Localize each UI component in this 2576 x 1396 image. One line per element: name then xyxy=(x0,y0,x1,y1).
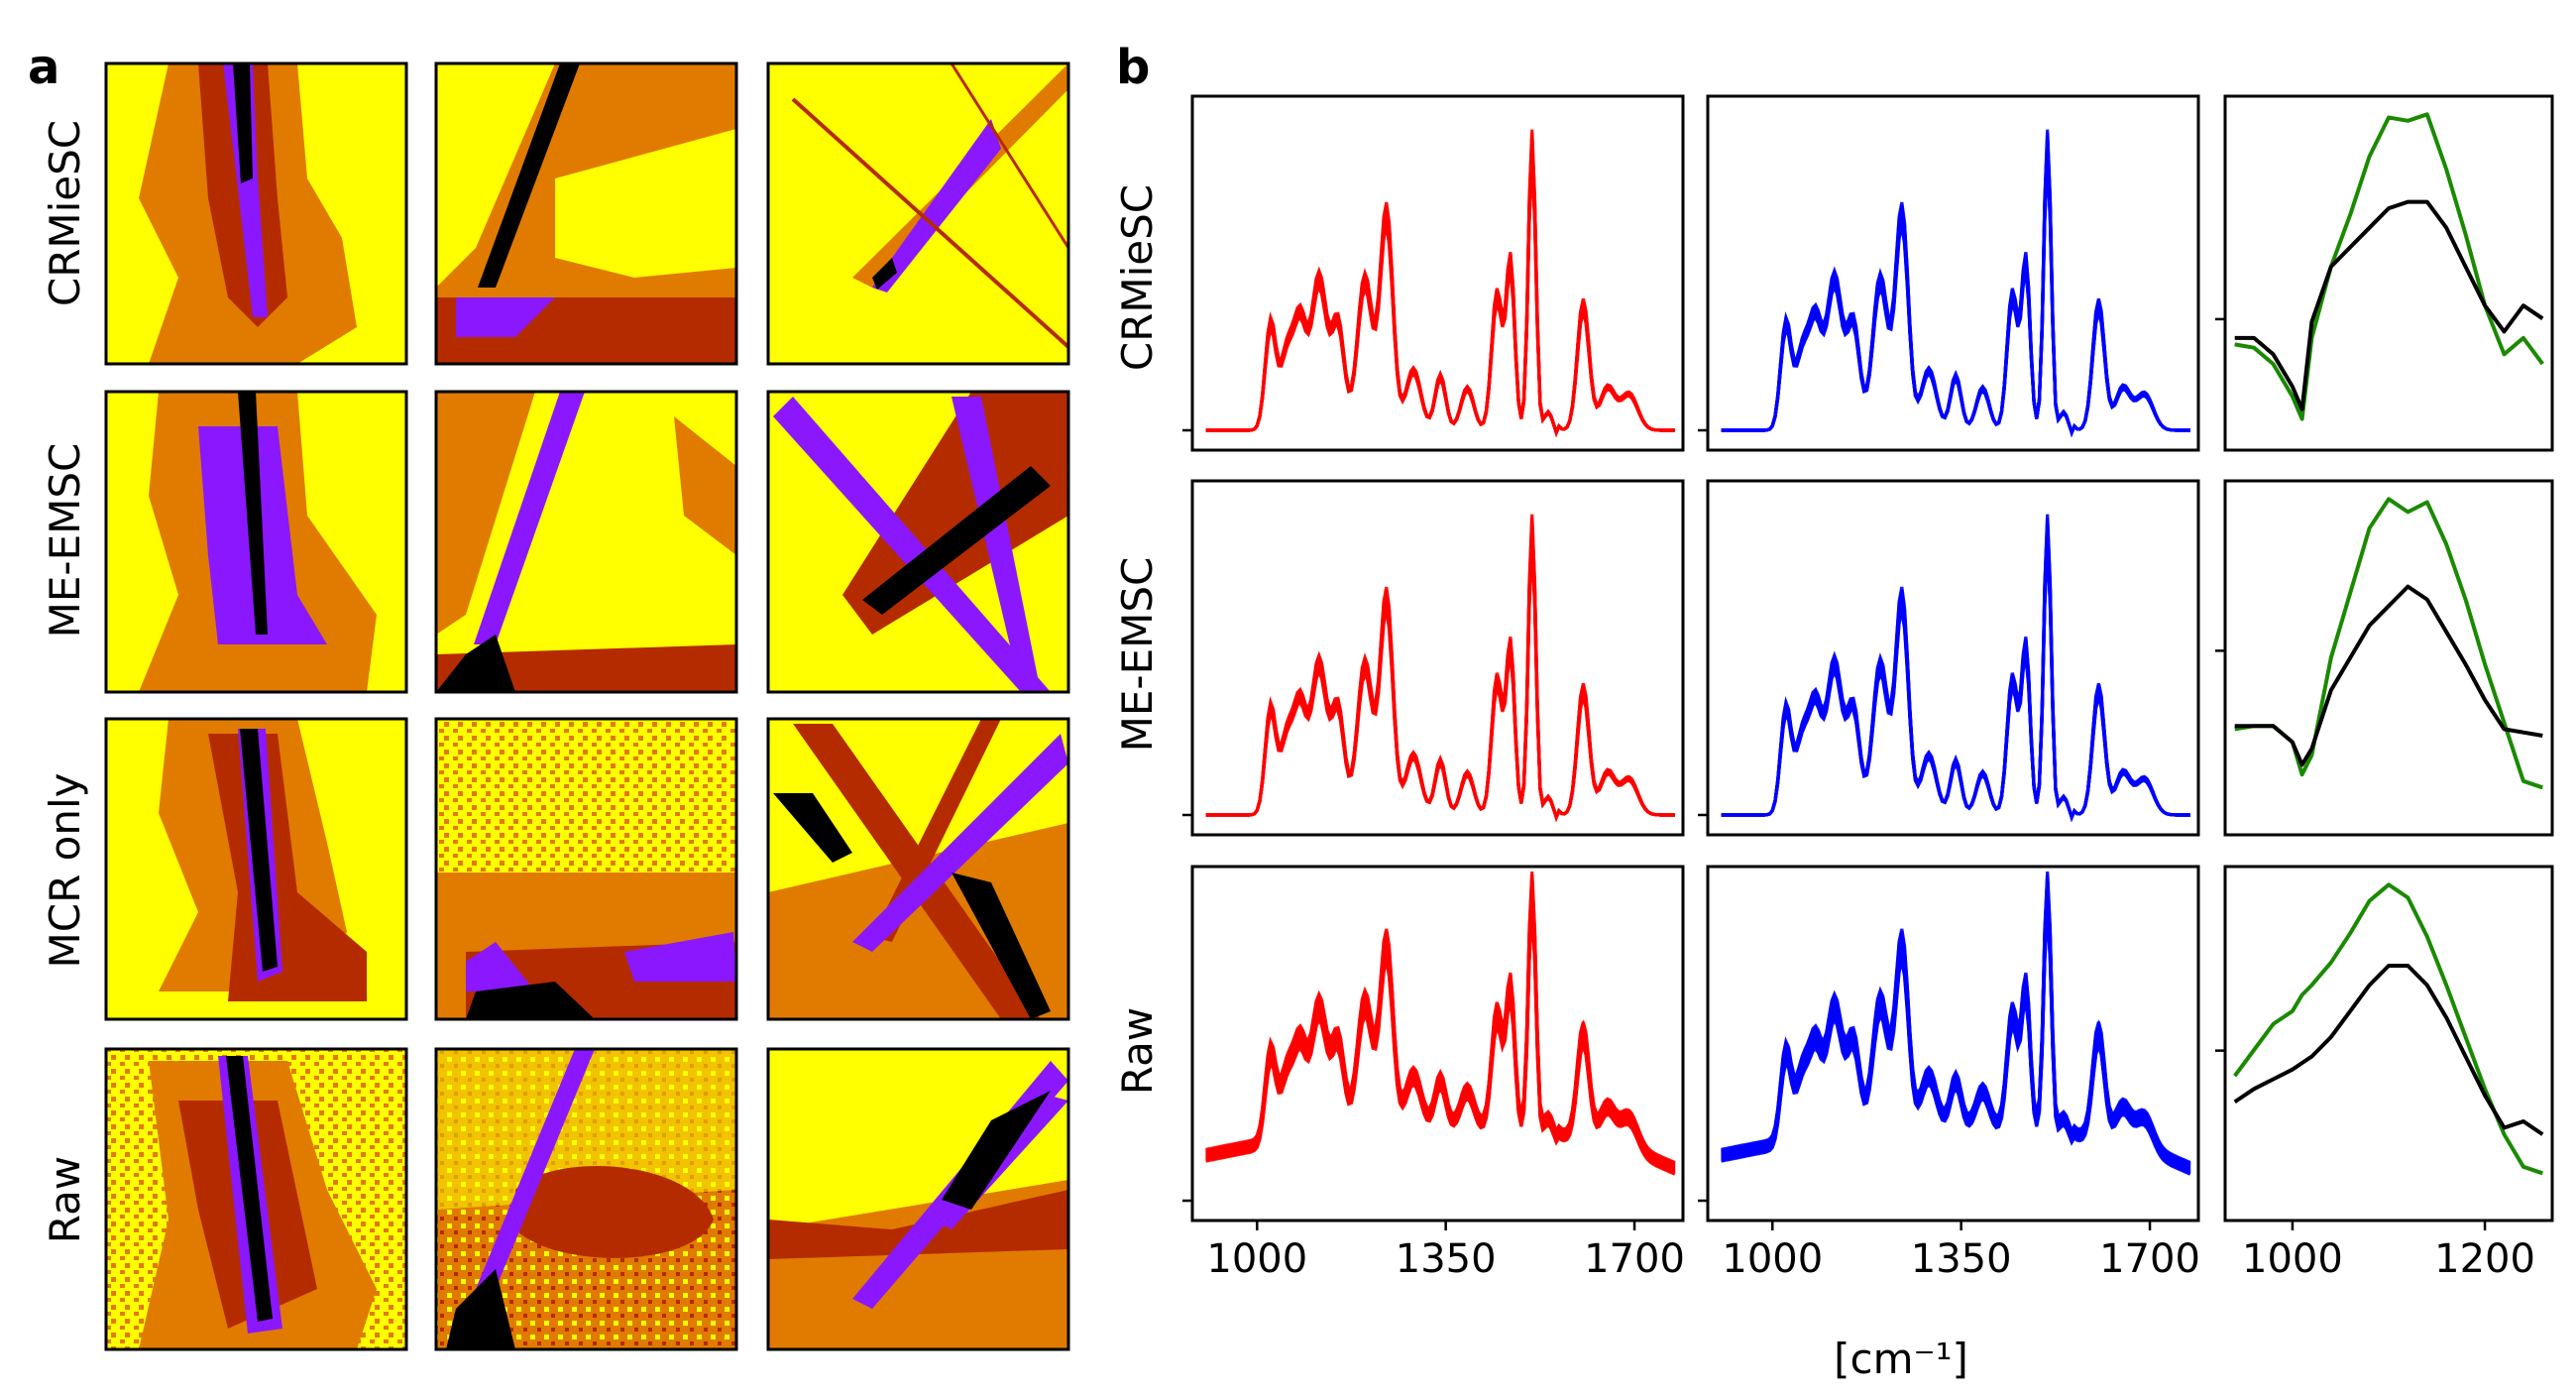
x-axis-label: [cm⁻¹] xyxy=(1834,1335,1968,1383)
map-raw-1 xyxy=(104,1047,408,1351)
spectra-panel-blue-row0 xyxy=(1698,94,2200,452)
x-tick-label: 1000 xyxy=(1206,1236,1307,1282)
spectrum-trace xyxy=(1721,897,2191,1173)
zoom-panel-row1 xyxy=(2215,479,2554,837)
spectrum-trace xyxy=(1205,909,1676,1176)
spectrum-trace xyxy=(1721,886,2191,1169)
plot-frame xyxy=(2223,865,2554,1222)
row-label-a-crmiesc: CRMieSC xyxy=(41,120,89,306)
spectrum-trace xyxy=(1721,909,2191,1176)
spectrum-trace xyxy=(1721,880,2191,1167)
panel-label-b: b xyxy=(1116,40,1150,95)
zoom-panel-row2: 1000 1200 xyxy=(2215,865,2554,1282)
spectrum-trace xyxy=(1721,892,2191,1171)
spectrum-trace xyxy=(1721,883,2191,1168)
x-tick-label: 1350 xyxy=(1396,1236,1497,1282)
spectrum-trace xyxy=(1721,894,2191,1172)
map-crmiesc-1 xyxy=(104,61,408,366)
spectrum-trace xyxy=(1205,872,1676,1164)
row-label-b-raw: Raw xyxy=(1113,1007,1162,1095)
zoom-panel-row0 xyxy=(2215,94,2554,452)
spectrum-trace xyxy=(1721,872,2191,1164)
plot-frame xyxy=(2223,479,2554,837)
row-label-a-mcr: MCR only xyxy=(41,773,89,969)
zoom-series-black xyxy=(2233,964,2544,1136)
spectra-plots: 1000 1350 1700 1000 1350 1700 1000 1200 xyxy=(1182,94,2554,1282)
spectrum-trace xyxy=(1205,903,1676,1174)
zoom-series-green xyxy=(2234,112,2544,421)
map-meemsc-1 xyxy=(104,390,408,694)
spectra-panel-blue-row2: 1000 1350 1700 xyxy=(1698,865,2200,1282)
spectrum-trace xyxy=(1721,900,2191,1174)
spectrum-trace xyxy=(1205,900,1676,1174)
spectra-panel-red-row0 xyxy=(1182,94,1685,452)
spectrum-trace xyxy=(1721,877,2191,1166)
x-tick-label: 1200 xyxy=(2434,1236,2535,1282)
spectrum-trace xyxy=(1205,906,1676,1175)
map-meemsc-2 xyxy=(434,390,738,694)
spectrum-trace xyxy=(1205,129,1675,438)
plot-frame xyxy=(1706,479,2200,837)
spectrum-trace xyxy=(1721,514,2190,823)
spectra-panel-red-row1 xyxy=(1182,479,1685,837)
map-crmiesc-3 xyxy=(766,61,1070,366)
spectrum-trace xyxy=(1205,880,1676,1167)
plot-frame xyxy=(1190,94,1685,452)
plot-frame xyxy=(2223,94,2554,452)
plot-frame xyxy=(1706,94,2200,452)
spectrum-trace xyxy=(1205,883,1676,1168)
plot-frame xyxy=(1190,479,1685,837)
spectrum-trace xyxy=(1721,906,2191,1175)
map-crmiesc-2 xyxy=(434,61,738,366)
map-mcr-2 xyxy=(434,717,738,1021)
map-mcr-1 xyxy=(104,717,408,1021)
spectrum-trace xyxy=(1721,889,2191,1170)
panel-label-a: a xyxy=(28,40,59,95)
zoom-series-black xyxy=(2234,199,2544,411)
row-label-a-meemsc: ME-EMSC xyxy=(41,443,89,639)
spectrum-trace xyxy=(1205,877,1676,1166)
spectra-panel-red-row2: 1000 1350 1700 xyxy=(1182,865,1685,1282)
spectrum-trace xyxy=(1721,129,2190,438)
map-raw-2 xyxy=(434,1047,738,1351)
x-tick-label: 1700 xyxy=(1584,1236,1685,1282)
x-tick-label: 1000 xyxy=(2242,1236,2343,1282)
spectrum-trace xyxy=(1205,886,1676,1169)
x-tick-label: 1700 xyxy=(2099,1236,2200,1282)
x-tick-label: 1000 xyxy=(1722,1236,1823,1282)
spectra-panel-blue-row1 xyxy=(1698,479,2200,837)
map-mcr-3 xyxy=(766,717,1070,1021)
zoom-series-green xyxy=(2234,497,2543,790)
x-tick-label: 1350 xyxy=(1911,1236,2012,1282)
spectrum-trace xyxy=(1205,894,1676,1172)
row-label-a-raw: Raw xyxy=(41,1156,89,1243)
zoom-series-green xyxy=(2233,882,2543,1176)
map-raw-3 xyxy=(766,1047,1070,1351)
spectrum-trace xyxy=(1205,897,1676,1173)
plot-frame xyxy=(1706,865,2200,1222)
spectrum-trace xyxy=(1205,892,1676,1171)
plot-frame xyxy=(1190,865,1685,1222)
map-meemsc-3 xyxy=(766,390,1070,694)
row-label-b-meemsc: ME-EMSC xyxy=(1113,557,1162,753)
spectrum-trace xyxy=(1721,903,2191,1174)
zoom-series-black xyxy=(2234,584,2543,767)
spectrum-trace xyxy=(1205,514,1675,823)
row-label-b-crmiesc: CRMieSC xyxy=(1113,184,1162,371)
spectrum-trace xyxy=(1205,889,1676,1170)
